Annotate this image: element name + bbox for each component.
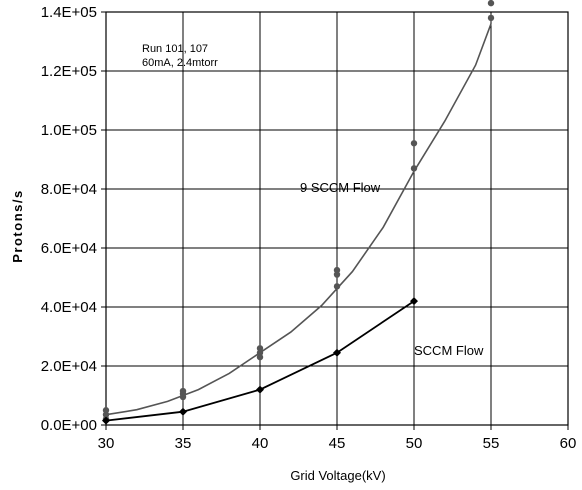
x-tick-label: 60 xyxy=(560,435,577,452)
y-tick-label: 1.4E+05 xyxy=(41,4,97,21)
axis-ticks: 30 35 40 45 50 55 60 0.0E+00 2.0E+04 4.0E+04 6.0E+… xyxy=(41,4,577,452)
series-label-9-sccm: 9 SCCM Flow xyxy=(300,180,381,195)
x-tick-label: 45 xyxy=(329,435,346,452)
data-point xyxy=(256,353,264,361)
grid-lines xyxy=(105,11,569,426)
series-layer xyxy=(102,0,495,425)
y-tick-label: 1.0E+05 xyxy=(41,122,97,139)
data-point xyxy=(102,407,110,414)
annotation-line-1: Run 101, 107 xyxy=(142,43,208,55)
series-label-sccm: SCCM Flow xyxy=(414,343,484,358)
data-point xyxy=(410,297,418,306)
data-point xyxy=(410,140,418,147)
y-tick-label: 2.0E+04 xyxy=(41,358,97,375)
data-point xyxy=(410,165,418,172)
annotation-line-2: 60mA, 2.4mtorr xyxy=(142,57,218,69)
x-tick-label: 30 xyxy=(98,435,115,452)
y-tick-label: 0.0E+00 xyxy=(41,417,97,434)
series-1 xyxy=(102,297,418,425)
data-point xyxy=(333,266,341,274)
data-point xyxy=(102,411,110,418)
y-tick-label: 6.0E+04 xyxy=(41,240,97,257)
data-point xyxy=(333,283,341,290)
y-axis-label: Protons/s xyxy=(10,189,25,262)
data-point xyxy=(179,407,187,416)
data-point xyxy=(256,345,264,352)
x-tick-label: 55 xyxy=(483,435,500,452)
data-point xyxy=(256,385,264,394)
data-point xyxy=(333,271,341,278)
y-tick-label: 1.2E+05 xyxy=(41,63,97,80)
data-point xyxy=(179,387,187,395)
x-axis-label: Grid Voltage(kV) xyxy=(290,468,385,483)
data-point xyxy=(333,348,341,357)
series-line xyxy=(105,23,492,416)
x-tick-label: 40 xyxy=(252,435,269,452)
y-tick-label: 4.0E+04 xyxy=(41,299,97,316)
x-tick-label: 50 xyxy=(406,435,423,452)
data-point xyxy=(102,416,110,425)
y-tick-label: 8.0E+04 xyxy=(41,181,97,198)
x-tick-label: 35 xyxy=(175,435,192,452)
data-point xyxy=(256,349,264,356)
data-point xyxy=(487,0,495,7)
series-0 xyxy=(102,0,495,423)
data-point xyxy=(487,14,495,22)
annotation: Run 101, 107 60mA, 2.4mtorr xyxy=(142,43,218,69)
